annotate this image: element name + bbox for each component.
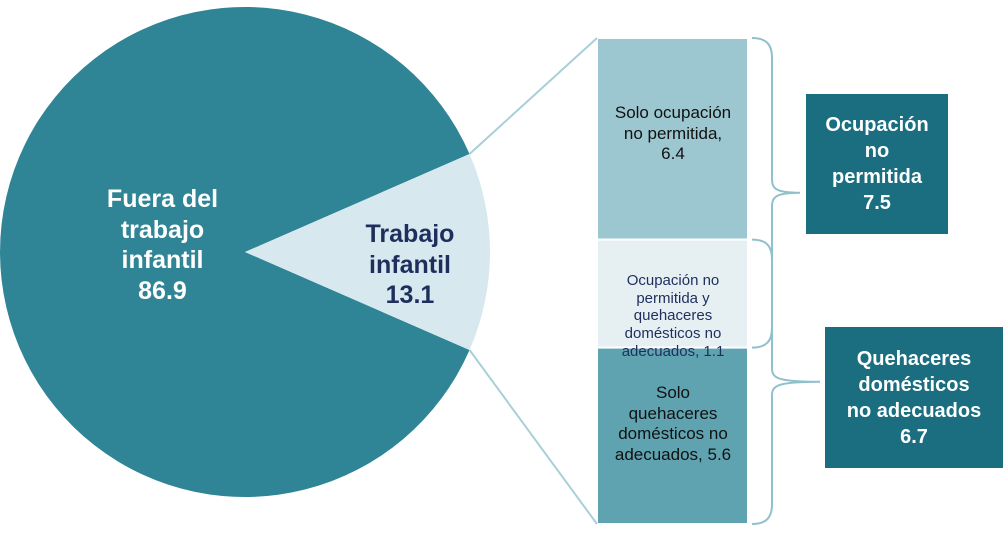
bar-bot-label-line1: Solo (655, 383, 691, 402)
connector-line-bottom (468, 349, 598, 525)
bar-top-label-value: 6.4 (661, 144, 685, 164)
bar-bot-label: Solo quehaceres domésticos no adecuados,… (596, 383, 750, 466)
pie-label-child-labour-value: 13.1 (385, 281, 435, 309)
bar-top-label-line2: no permitida, (623, 123, 723, 143)
pie-label-outside: Fuera del trabajo infantil 86.9 (70, 184, 255, 306)
total-box-occupation-line1: Ocupación (825, 114, 929, 136)
pie-label-outside-line3: infantil (121, 246, 204, 274)
pie-slice-outside-child-labour (0, 6, 470, 497)
bar-mid-label-line3: quehaceres (633, 307, 713, 325)
bar-top-label-line1: Solo ocupación (614, 103, 732, 122)
total-box-chores-line3: no adecuados (846, 399, 982, 422)
pie-label-outside-line1: Fuera del (106, 185, 219, 213)
pie-label-child-labour-line2: infantil (369, 250, 451, 279)
pie-label-child-labour: Trabajo infantil 13.1 (340, 219, 480, 311)
bar-mid-label-line2: permitida y (636, 289, 710, 307)
bar-mid-label-line4: domésticos no (624, 325, 722, 343)
total-box-chores: Quehaceres domésticos no adecuados 6.7 (825, 327, 1003, 468)
connector-line-top (468, 37, 598, 155)
bar-mid-label-line5: adecuados, 1.1 (621, 342, 725, 360)
total-box-chores-line2: domésticos (858, 373, 970, 396)
pie-label-outside-line2: trabajo (120, 215, 205, 244)
bracket-chores (751, 238, 821, 525)
bar-segment-only-chores (596, 346, 749, 525)
bar-segment-only-occupation (596, 37, 749, 241)
bar-bot-label-line3: domésticos no (618, 424, 728, 444)
total-box-occupation-line3: permitida (831, 166, 923, 188)
pie-label-child-labour-line1: Trabajo (365, 220, 455, 248)
total-box-chores-line1: Quehaceres (856, 347, 972, 370)
total-box-occupation-value: 7.5 (863, 192, 891, 214)
pie-label-outside-value: 86.9 (138, 276, 187, 305)
bar-mid-label: Ocupación no permitida y quehaceres domé… (596, 272, 750, 360)
bar-top-label: Solo ocupación no permitida, 6.4 (596, 103, 750, 165)
total-box-occupation: Ocupación no permitida 7.5 (806, 94, 948, 234)
total-box-chores-value: 6.7 (900, 425, 928, 448)
bar-bot-label-line2: quehaceres (628, 403, 718, 423)
pie-slice-child-labour (245, 153, 490, 351)
total-box-occupation-line2: no (864, 140, 890, 162)
bar-mid-label-line1: Ocupación no (626, 272, 720, 289)
bar-bot-label-line4: adecuados, 5.6 (614, 445, 732, 465)
bracket-occupation (751, 37, 801, 349)
